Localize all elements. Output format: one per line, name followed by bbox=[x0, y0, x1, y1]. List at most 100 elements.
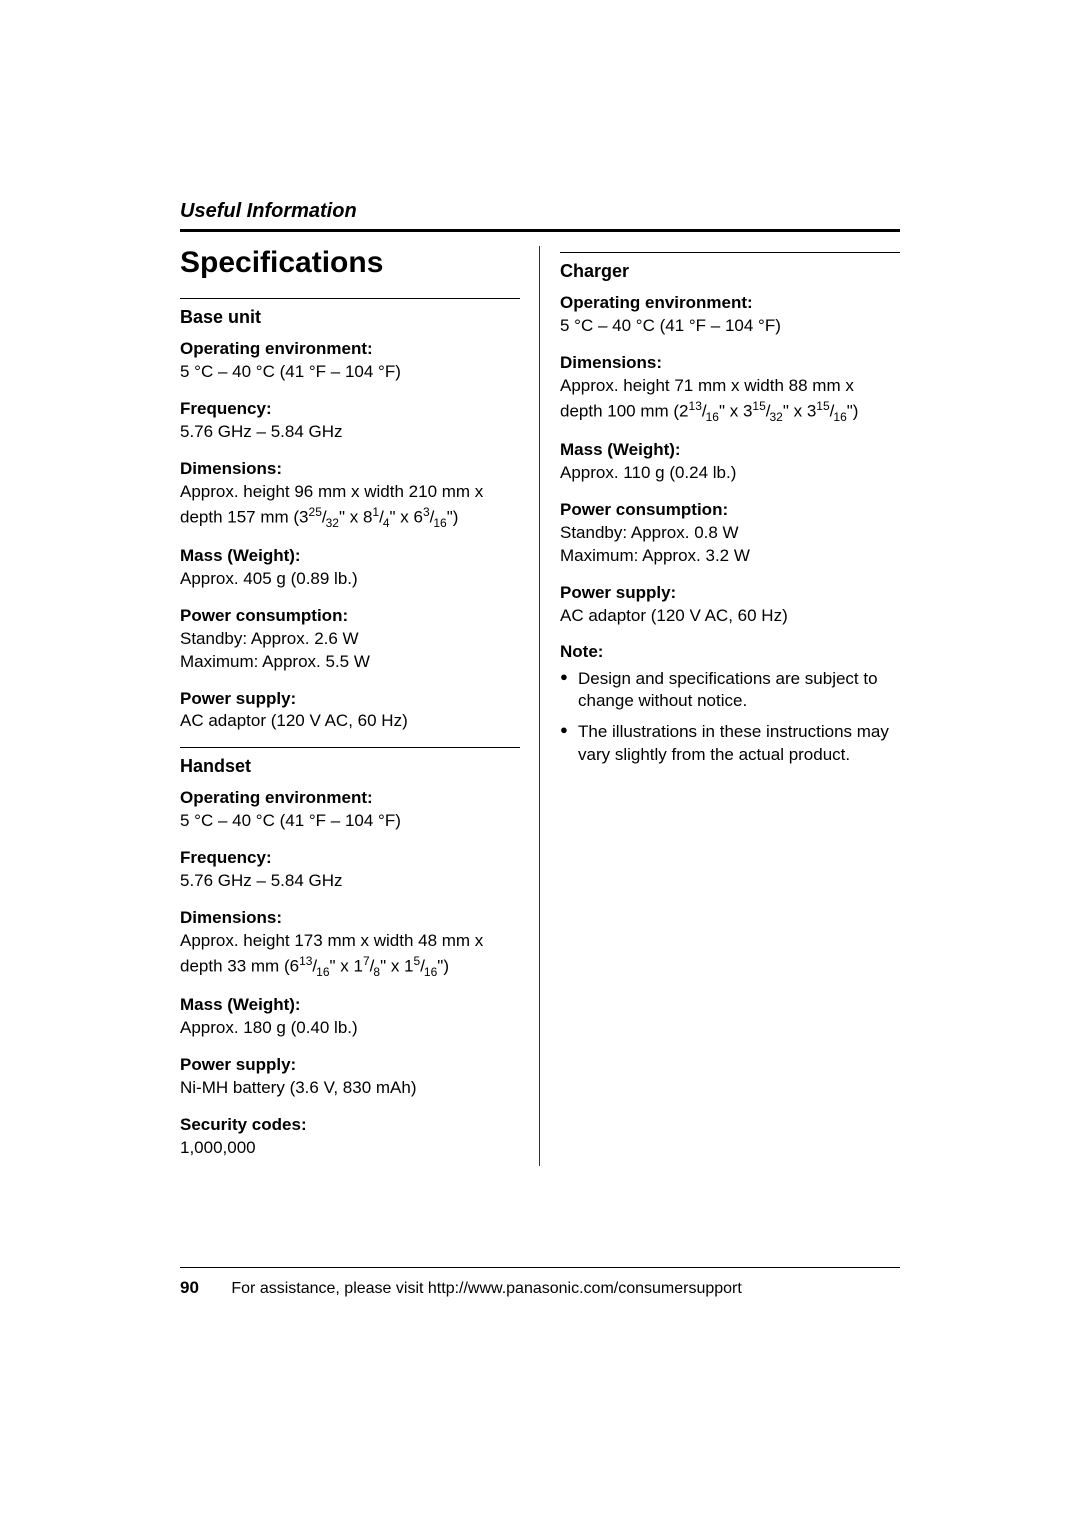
spec-value: Approx. 180 g (0.40 lb.) bbox=[180, 1017, 520, 1040]
note-item: Design and specifications are subject to… bbox=[560, 668, 900, 714]
spec-label: Power supply: bbox=[560, 582, 900, 605]
base-heading: Base unit bbox=[180, 307, 520, 328]
frac-den: 16 bbox=[833, 410, 846, 424]
charger-pc: Power consumption: Standby: Approx. 0.8 … bbox=[560, 499, 900, 568]
note-heading: Note: bbox=[560, 642, 900, 662]
base-env: Operating environment: 5 °C – 40 °C (41 … bbox=[180, 338, 520, 384]
spec-value: 5 °C – 40 °C (41 °F – 104 °F) bbox=[180, 810, 520, 833]
page-footer: 90 For assistance, please visit http://w… bbox=[180, 1267, 900, 1298]
dim-text: " x 3 bbox=[783, 401, 816, 420]
handset-env: Operating environment: 5 °C – 40 °C (41 … bbox=[180, 787, 520, 833]
spec-value-line2: depth 33 mm (613/16" x 17/8" x 15/16") bbox=[180, 953, 520, 980]
spec-value: 5 °C – 40 °C (41 °F – 104 °F) bbox=[560, 315, 900, 338]
columns-wrapper: Specifications Base unit Operating envir… bbox=[180, 246, 900, 1174]
charger-mass: Mass (Weight): Approx. 110 g (0.24 lb.) bbox=[560, 439, 900, 485]
dim-text: " x 6 bbox=[390, 507, 423, 526]
dim-text: depth 33 mm (6 bbox=[180, 957, 299, 976]
spec-value: Maximum: Approx. 5.5 W bbox=[180, 651, 520, 674]
spec-value: Ni-MH battery (3.6 V, 830 mAh) bbox=[180, 1077, 520, 1100]
footer-line: 90 For assistance, please visit http://w… bbox=[180, 1278, 900, 1298]
spec-value: AC adaptor (120 V AC, 60 Hz) bbox=[560, 605, 900, 628]
spec-label: Operating environment: bbox=[180, 787, 520, 810]
spec-value: 5.76 GHz – 5.84 GHz bbox=[180, 421, 520, 444]
frac-den: 16 bbox=[424, 965, 437, 979]
spec-value: Approx. height 96 mm x width 210 mm x bbox=[180, 481, 520, 504]
charger-heading: Charger bbox=[560, 261, 900, 282]
charger-ps: Power supply: AC adaptor (120 V AC, 60 H… bbox=[560, 582, 900, 628]
frac-den: 32 bbox=[326, 516, 339, 530]
page-number: 90 bbox=[180, 1278, 199, 1297]
frac-num: 1 bbox=[372, 505, 379, 519]
handset-mass: Mass (Weight): Approx. 180 g (0.40 lb.) bbox=[180, 994, 520, 1040]
charger-dim: Dimensions: Approx. height 71 mm x width… bbox=[560, 352, 900, 425]
handset-rule bbox=[180, 747, 520, 748]
section-header: Useful Information bbox=[180, 200, 900, 223]
spec-label: Frequency: bbox=[180, 398, 520, 421]
spec-value: Standby: Approx. 2.6 W bbox=[180, 628, 520, 651]
frac-den: 32 bbox=[770, 410, 783, 424]
left-column: Specifications Base unit Operating envir… bbox=[180, 246, 520, 1174]
footer-text: For assistance, please visit http://www.… bbox=[231, 1280, 741, 1297]
dim-text: ") bbox=[847, 401, 859, 420]
dim-text: depth 100 mm (2 bbox=[560, 401, 689, 420]
handset-ps: Power supply: Ni-MH battery (3.6 V, 830 … bbox=[180, 1054, 520, 1100]
header-rule bbox=[180, 229, 900, 232]
footer-rule bbox=[180, 1267, 900, 1268]
spec-label: Dimensions: bbox=[180, 907, 520, 930]
dim-text: depth 157 mm (3 bbox=[180, 507, 309, 526]
page-title: Specifications bbox=[180, 246, 520, 280]
spec-label: Power consumption: bbox=[560, 499, 900, 522]
handset-heading: Handset bbox=[180, 756, 520, 777]
base-dim: Dimensions: Approx. height 96 mm x width… bbox=[180, 458, 520, 531]
spec-value: Standby: Approx. 0.8 W bbox=[560, 522, 900, 545]
spec-value: Approx. 110 g (0.24 lb.) bbox=[560, 462, 900, 485]
spec-label: Power consumption: bbox=[180, 605, 520, 628]
frac-num: 5 bbox=[414, 954, 421, 968]
right-column: Charger Operating environment: 5 °C – 40… bbox=[560, 246, 900, 1174]
spec-value: 5.76 GHz – 5.84 GHz bbox=[180, 870, 520, 893]
spec-value-line2: depth 100 mm (213/16" x 315/32" x 315/16… bbox=[560, 398, 900, 425]
spec-label: Dimensions: bbox=[180, 458, 520, 481]
spec-label: Operating environment: bbox=[560, 292, 900, 315]
dim-text: ") bbox=[447, 507, 459, 526]
frac-num: 25 bbox=[309, 505, 322, 519]
base-ps: Power supply: AC adaptor (120 V AC, 60 H… bbox=[180, 688, 520, 734]
spec-label: Mass (Weight): bbox=[180, 994, 520, 1017]
handset-freq: Frequency: 5.76 GHz – 5.84 GHz bbox=[180, 847, 520, 893]
handset-sec: Security codes: 1,000,000 bbox=[180, 1114, 520, 1160]
dim-text: " x 1 bbox=[380, 957, 413, 976]
spec-value: AC adaptor (120 V AC, 60 Hz) bbox=[180, 710, 520, 733]
base-pc: Power consumption: Standby: Approx. 2.6 … bbox=[180, 605, 520, 674]
frac-den: 4 bbox=[383, 516, 390, 530]
frac-num: 13 bbox=[689, 399, 702, 413]
note-item: The illustrations in these instructions … bbox=[560, 721, 900, 767]
handset-dim: Dimensions: Approx. height 173 mm x widt… bbox=[180, 907, 520, 980]
spec-value: 1,000,000 bbox=[180, 1137, 520, 1160]
spec-label: Frequency: bbox=[180, 847, 520, 870]
spec-value: Approx. height 173 mm x width 48 mm x bbox=[180, 930, 520, 953]
frac-den: 16 bbox=[433, 516, 446, 530]
base-freq: Frequency: 5.76 GHz – 5.84 GHz bbox=[180, 398, 520, 444]
spec-label: Security codes: bbox=[180, 1114, 520, 1137]
dim-text: " x 8 bbox=[339, 507, 372, 526]
base-mass: Mass (Weight): Approx. 405 g (0.89 lb.) bbox=[180, 545, 520, 591]
frac-num: 13 bbox=[299, 954, 312, 968]
dim-text: ") bbox=[437, 957, 449, 976]
frac-num: 7 bbox=[363, 954, 370, 968]
base-rule bbox=[180, 298, 520, 299]
spec-label: Power supply: bbox=[180, 1054, 520, 1077]
dim-text: " x 3 bbox=[719, 401, 752, 420]
spec-label: Mass (Weight): bbox=[180, 545, 520, 568]
spec-label: Operating environment: bbox=[180, 338, 520, 361]
charger-rule bbox=[560, 252, 900, 253]
notes-list: Design and specifications are subject to… bbox=[560, 668, 900, 768]
frac-num: 15 bbox=[816, 399, 829, 413]
frac-num: 3 bbox=[423, 505, 430, 519]
spec-value: 5 °C – 40 °C (41 °F – 104 °F) bbox=[180, 361, 520, 384]
column-divider bbox=[539, 246, 540, 1166]
frac-den: 16 bbox=[706, 410, 719, 424]
frac-den: 16 bbox=[316, 965, 329, 979]
frac-num: 15 bbox=[752, 399, 765, 413]
dim-text: " x 1 bbox=[330, 957, 363, 976]
spec-value: Approx. height 71 mm x width 88 mm x bbox=[560, 375, 900, 398]
